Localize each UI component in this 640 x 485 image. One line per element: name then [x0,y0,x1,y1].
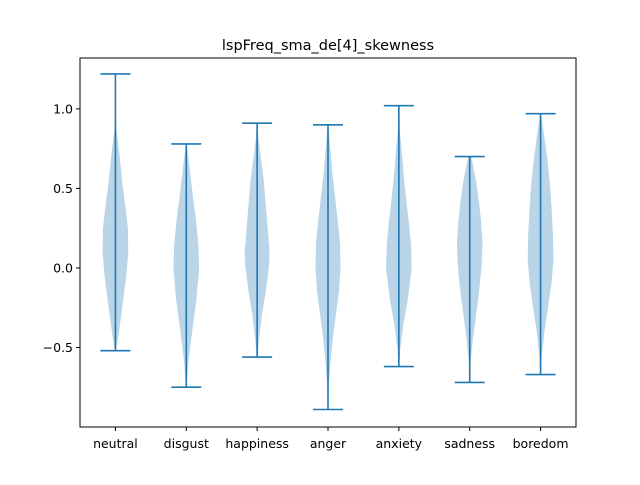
violin-layer [100,73,556,411]
x-tick-label-disgust: disgust [164,436,209,451]
x-tick-label-neutral: neutral [93,436,138,451]
x-tick-label-happiness: happiness [225,436,289,451]
x-tick-label-anxiety: anxiety [376,436,423,451]
x-tick-label-boredom: boredom [513,436,569,451]
x-axis: neutral disgust happiness anger anxiety sadne… [93,427,569,451]
y-tick-label: 1.0 [53,101,73,116]
y-tick-label: −0.5 [43,340,73,355]
y-tick-label: 0.5 [53,181,73,196]
x-tick-label-sadness: sadness [444,436,495,451]
chart-title: lspFreq_sma_de[4]_skewness [222,38,434,54]
x-tick-label-anger: anger [310,436,347,451]
plot-frame [79,57,577,428]
y-tick-label: 0.0 [53,260,73,275]
y-axis: −0.5 0.0 0.5 1.0 [43,101,80,355]
